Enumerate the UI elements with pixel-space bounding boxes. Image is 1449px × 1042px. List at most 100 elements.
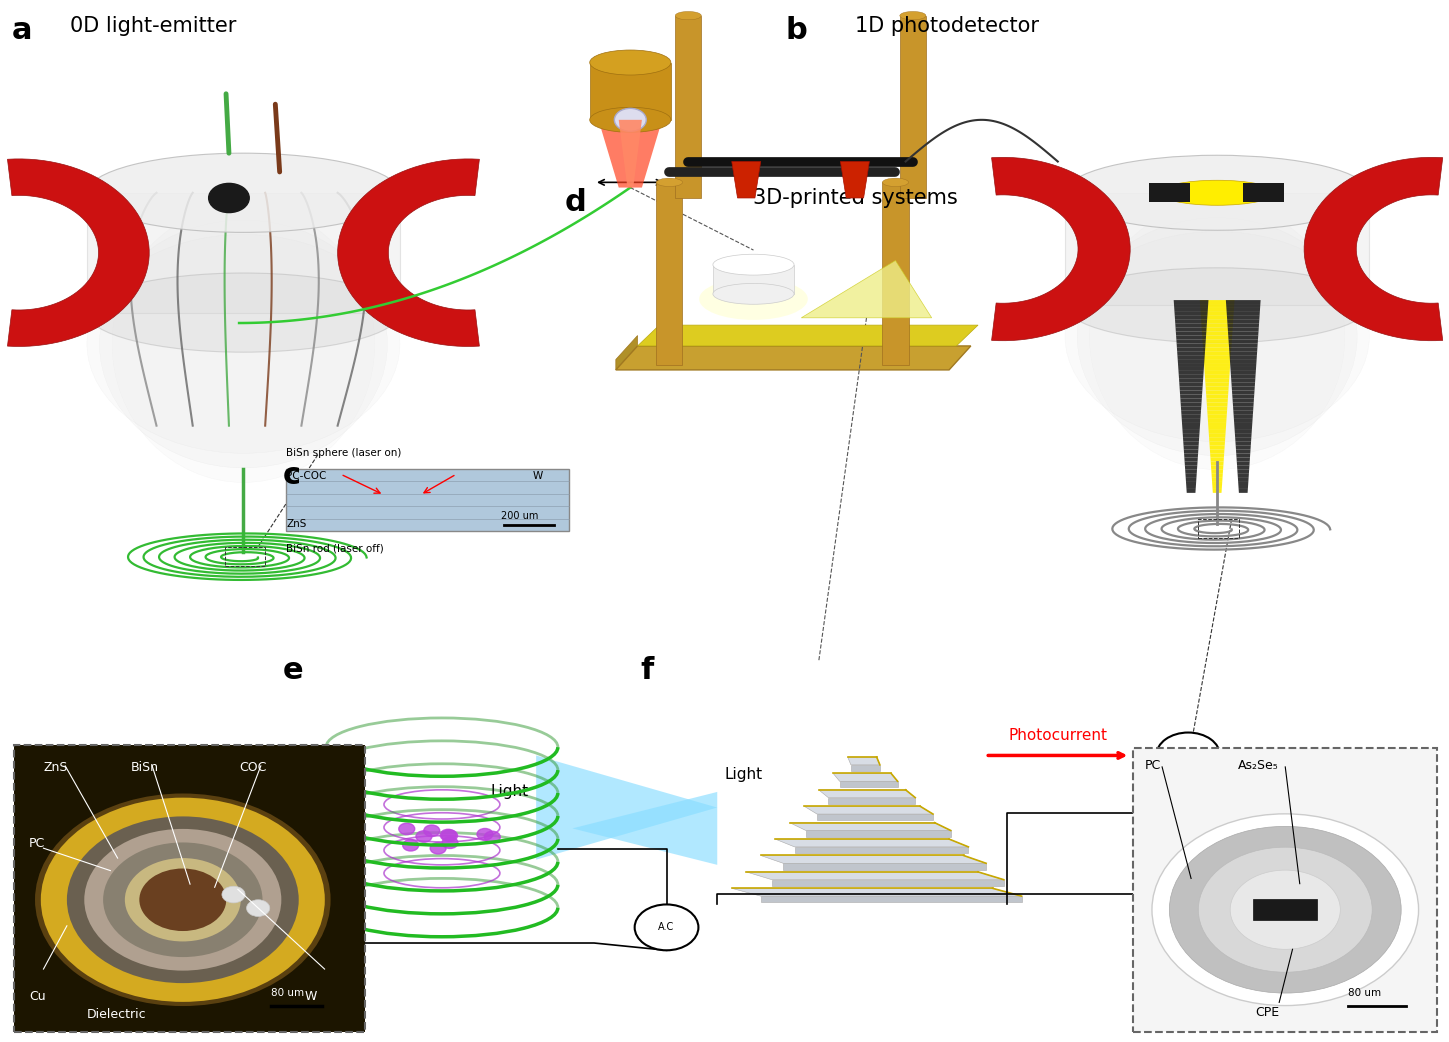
Polygon shape bbox=[732, 888, 1022, 896]
Polygon shape bbox=[1210, 442, 1224, 446]
Text: d: d bbox=[565, 188, 587, 217]
Bar bbox=[675, 16, 701, 198]
Circle shape bbox=[423, 825, 439, 837]
Polygon shape bbox=[1232, 379, 1255, 382]
Polygon shape bbox=[1201, 327, 1233, 331]
Polygon shape bbox=[790, 823, 951, 830]
Polygon shape bbox=[1178, 371, 1204, 375]
Polygon shape bbox=[1237, 466, 1249, 469]
Bar bbox=[882, 182, 909, 365]
Polygon shape bbox=[1208, 426, 1226, 430]
Bar bbox=[656, 182, 682, 365]
Polygon shape bbox=[1237, 477, 1249, 481]
Text: As₂Se₅: As₂Se₅ bbox=[1237, 759, 1278, 771]
Ellipse shape bbox=[87, 234, 400, 453]
Polygon shape bbox=[839, 782, 897, 788]
Polygon shape bbox=[1210, 453, 1224, 457]
Polygon shape bbox=[1226, 308, 1261, 312]
Polygon shape bbox=[1181, 398, 1201, 402]
Polygon shape bbox=[819, 790, 916, 798]
Polygon shape bbox=[1204, 371, 1230, 375]
Polygon shape bbox=[1178, 359, 1204, 363]
Polygon shape bbox=[1208, 433, 1226, 438]
Polygon shape bbox=[1204, 363, 1230, 367]
Polygon shape bbox=[1233, 402, 1253, 406]
Circle shape bbox=[209, 183, 249, 213]
Polygon shape bbox=[1177, 347, 1206, 351]
Bar bbox=[1065, 193, 1369, 305]
Polygon shape bbox=[1200, 308, 1235, 312]
Polygon shape bbox=[1182, 438, 1200, 442]
Ellipse shape bbox=[1077, 218, 1358, 455]
Polygon shape bbox=[772, 879, 1004, 886]
Polygon shape bbox=[1175, 331, 1207, 336]
Ellipse shape bbox=[100, 220, 387, 468]
Polygon shape bbox=[829, 798, 916, 804]
Circle shape bbox=[1156, 733, 1220, 778]
Polygon shape bbox=[1181, 411, 1201, 414]
Text: Light: Light bbox=[724, 767, 762, 782]
Polygon shape bbox=[1235, 438, 1252, 442]
Polygon shape bbox=[1233, 414, 1253, 418]
Polygon shape bbox=[746, 872, 1004, 879]
Polygon shape bbox=[1237, 473, 1249, 477]
Polygon shape bbox=[1208, 418, 1226, 422]
Polygon shape bbox=[1177, 336, 1206, 340]
Polygon shape bbox=[1182, 433, 1200, 438]
Text: COC: COC bbox=[239, 761, 267, 773]
Bar bbox=[1149, 183, 1190, 202]
Polygon shape bbox=[1206, 387, 1229, 391]
Polygon shape bbox=[1230, 359, 1256, 363]
Polygon shape bbox=[619, 120, 642, 188]
Polygon shape bbox=[1207, 411, 1227, 414]
Text: Dielectric: Dielectric bbox=[87, 1009, 146, 1021]
Polygon shape bbox=[1235, 422, 1252, 426]
Polygon shape bbox=[1177, 340, 1206, 344]
Polygon shape bbox=[1239, 489, 1248, 493]
Polygon shape bbox=[1210, 457, 1224, 462]
Text: BiSn rod (laser off): BiSn rod (laser off) bbox=[285, 544, 384, 554]
Polygon shape bbox=[536, 755, 717, 860]
Polygon shape bbox=[1206, 382, 1229, 387]
Polygon shape bbox=[1175, 312, 1207, 316]
Polygon shape bbox=[1175, 327, 1207, 331]
Polygon shape bbox=[1179, 391, 1203, 395]
Polygon shape bbox=[1181, 406, 1201, 411]
Polygon shape bbox=[1200, 300, 1235, 304]
Ellipse shape bbox=[700, 278, 809, 320]
Polygon shape bbox=[1174, 304, 1208, 308]
Polygon shape bbox=[1203, 347, 1232, 351]
Polygon shape bbox=[1233, 411, 1253, 414]
Polygon shape bbox=[1210, 449, 1224, 453]
Ellipse shape bbox=[1065, 268, 1369, 343]
Circle shape bbox=[103, 842, 262, 957]
Polygon shape bbox=[1207, 402, 1227, 406]
Polygon shape bbox=[1201, 312, 1233, 316]
Polygon shape bbox=[991, 157, 1130, 341]
Polygon shape bbox=[848, 756, 880, 765]
Polygon shape bbox=[761, 896, 1022, 902]
Polygon shape bbox=[851, 765, 880, 771]
Polygon shape bbox=[1201, 331, 1233, 336]
Text: 200 um: 200 um bbox=[501, 511, 538, 521]
Polygon shape bbox=[1227, 312, 1259, 316]
Polygon shape bbox=[784, 863, 987, 869]
Ellipse shape bbox=[87, 153, 400, 232]
Text: a: a bbox=[12, 16, 32, 45]
Polygon shape bbox=[1201, 316, 1233, 320]
Polygon shape bbox=[761, 855, 987, 863]
Text: ZnS: ZnS bbox=[43, 761, 68, 773]
Polygon shape bbox=[1227, 331, 1259, 336]
Polygon shape bbox=[1185, 466, 1197, 469]
Text: BiSn: BiSn bbox=[130, 761, 158, 773]
Ellipse shape bbox=[675, 11, 701, 20]
Polygon shape bbox=[1211, 481, 1223, 485]
Text: CPE: CPE bbox=[1255, 1007, 1279, 1019]
Polygon shape bbox=[1178, 367, 1204, 371]
Text: A: A bbox=[1184, 749, 1193, 762]
Polygon shape bbox=[616, 336, 638, 370]
Text: c: c bbox=[283, 461, 300, 490]
Circle shape bbox=[67, 817, 298, 984]
Circle shape bbox=[398, 823, 414, 835]
Circle shape bbox=[440, 829, 456, 841]
